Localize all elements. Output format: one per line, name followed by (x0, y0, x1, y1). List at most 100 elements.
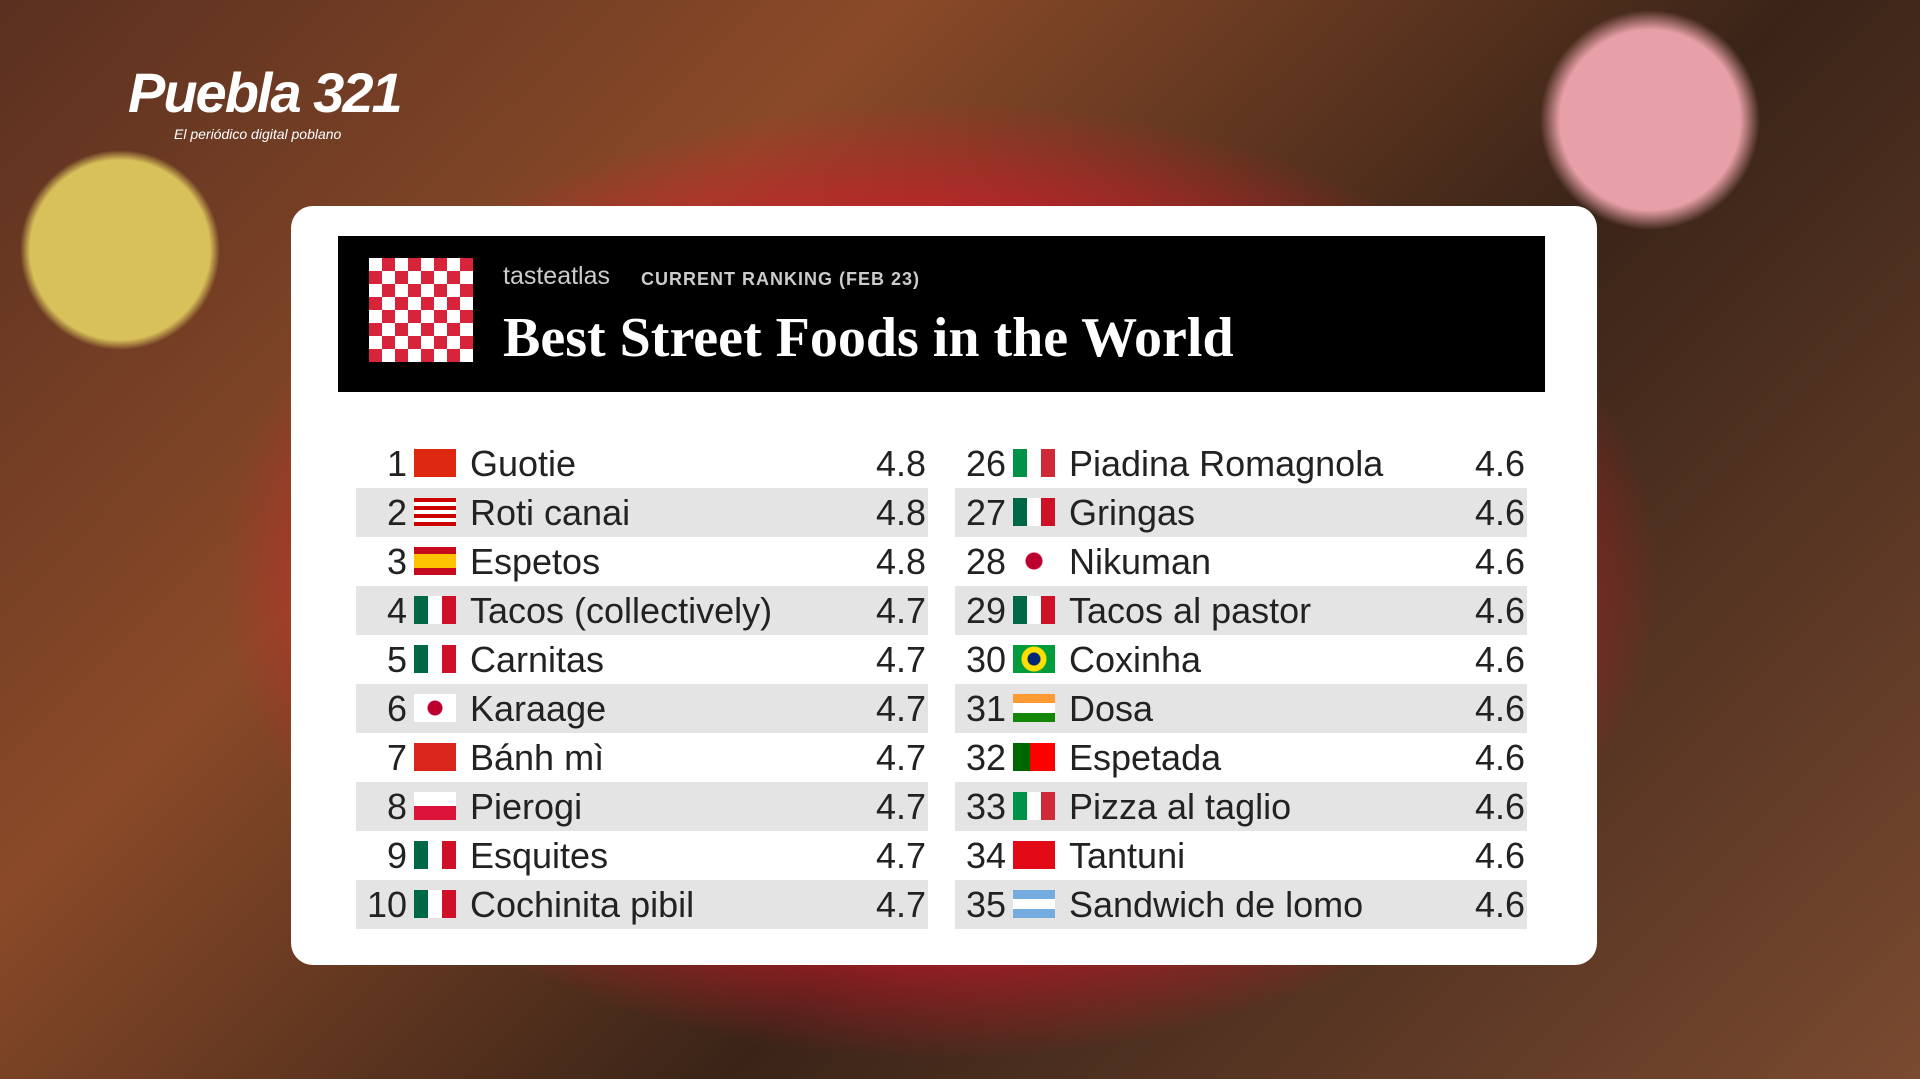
food-name: Cochinita pibil (470, 884, 695, 925)
rank: 30 (965, 639, 1006, 680)
food-name: Espetada (1069, 737, 1222, 778)
food-name: Guotie (470, 443, 577, 484)
rating: 4.6 (1474, 688, 1525, 729)
rating: 4.6 (1474, 786, 1525, 827)
rating: 4.7 (875, 835, 926, 876)
rank: 35 (965, 884, 1006, 925)
table-row: 2 Roti canai 4.8 (356, 488, 928, 537)
food-name: Karaage (470, 688, 607, 729)
rank: 33 (965, 786, 1006, 827)
table-row: 26 Piadina Romagnola 4.6 (955, 439, 1527, 488)
food-name: Pierogi (470, 786, 583, 827)
rank: 6 (386, 688, 407, 729)
flag (1013, 890, 1055, 918)
food-name: Roti canai (470, 492, 631, 533)
flag (414, 498, 456, 526)
table-row: 27 Gringas 4.6 (955, 488, 1527, 537)
rating: 4.7 (875, 737, 926, 778)
rank: 10 (366, 884, 407, 925)
table-row: 33 Pizza al taglio 4.6 (955, 782, 1527, 831)
flag (414, 449, 456, 477)
flag (1013, 498, 1055, 526)
rank: 8 (386, 786, 407, 827)
rating: 4.6 (1474, 835, 1525, 876)
flag (1013, 547, 1055, 575)
rank: 4 (386, 590, 407, 631)
flag (414, 841, 456, 869)
rank: 5 (386, 639, 407, 680)
table-row: 10 Cochinita pibil 4.7 (356, 880, 928, 929)
rating: 4.6 (1474, 639, 1525, 680)
food-name: Bánh mì (470, 737, 605, 778)
food-name: Tacos al pastor (1069, 590, 1312, 631)
food-name: Esquites (470, 835, 609, 876)
rating: 4.8 (875, 541, 926, 582)
flag (1013, 694, 1055, 722)
rating: 4.6 (1474, 541, 1525, 582)
rating: 4.6 (1474, 590, 1525, 631)
rank: 9 (386, 835, 407, 876)
flag (1013, 792, 1055, 820)
food-name: Sandwich de lomo (1069, 884, 1364, 925)
flag (414, 596, 456, 624)
ranking-card: tasteatlas CURRENT RANKING (FEB 23) Best… (291, 206, 1597, 965)
rank: 29 (965, 590, 1006, 631)
flag (414, 890, 456, 918)
food-name: Coxinha (1069, 639, 1202, 680)
food-name: Tantuni (1069, 835, 1186, 876)
rank: 27 (965, 492, 1006, 533)
flag (1013, 596, 1055, 624)
rank: 26 (965, 443, 1006, 484)
logo: Puebla 321 (128, 61, 403, 124)
table-row: 32 Espetada 4.6 (955, 733, 1527, 782)
food-name: Nikuman (1069, 541, 1212, 582)
rank: 32 (965, 737, 1006, 778)
rating: 4.6 (1474, 443, 1525, 484)
rank: 31 (965, 688, 1006, 729)
table-row: 3 Espetos 4.8 (356, 537, 928, 586)
rating: 4.7 (875, 884, 926, 925)
banner: tasteatlas CURRENT RANKING (FEB 23) Best… (338, 236, 1545, 392)
rank: 34 (965, 835, 1006, 876)
title: Best Street Foods in the World (503, 307, 1234, 369)
rating: 4.6 (1474, 737, 1525, 778)
food-name: Piadina Romagnola (1069, 443, 1384, 484)
table-row: 4 Tacos (collectively) 4.7 (356, 586, 928, 635)
rank: 28 (965, 541, 1006, 582)
rating: 4.7 (875, 590, 926, 631)
flag (414, 792, 456, 820)
rank: 3 (386, 541, 407, 582)
food-name: Carnitas (470, 639, 605, 680)
rank: 7 (386, 737, 407, 778)
food-name: Pizza al taglio (1069, 786, 1292, 827)
rating: 4.7 (875, 786, 926, 827)
table-row: 8 Pierogi 4.7 (356, 782, 928, 831)
table-row: 35 Sandwich de lomo 4.6 (955, 880, 1527, 929)
rating: 4.6 (1474, 884, 1525, 925)
flag (414, 645, 456, 673)
tagline: El periódico digital poblano (174, 126, 342, 142)
food-name: Espetos (470, 541, 601, 582)
flag (1013, 841, 1055, 869)
table-row: 1 Guotie 4.8 (356, 439, 928, 488)
table-row: 34 Tantuni 4.6 (955, 831, 1527, 880)
table-row: 9 Esquites 4.7 (356, 831, 928, 880)
brand-icon (369, 258, 473, 362)
table-row: 31 Dosa 4.6 (955, 684, 1527, 733)
table-row: 30 Coxinha 4.6 (955, 635, 1527, 684)
ranking-label: CURRENT RANKING (FEB 23) (641, 269, 921, 289)
food-name: Tacos (collectively) (470, 590, 773, 631)
rating: 4.8 (875, 443, 926, 484)
rating: 4.7 (875, 639, 926, 680)
flag (414, 547, 456, 575)
flag (1013, 449, 1055, 477)
flag (1013, 743, 1055, 771)
flag (1013, 645, 1055, 673)
flag (414, 694, 456, 722)
table-row: 7 Bánh mì 4.7 (356, 733, 928, 782)
rank: 2 (386, 492, 407, 533)
rating: 4.8 (875, 492, 926, 533)
table-row: 5 Carnitas 4.7 (356, 635, 928, 684)
rank: 1 (386, 443, 407, 484)
